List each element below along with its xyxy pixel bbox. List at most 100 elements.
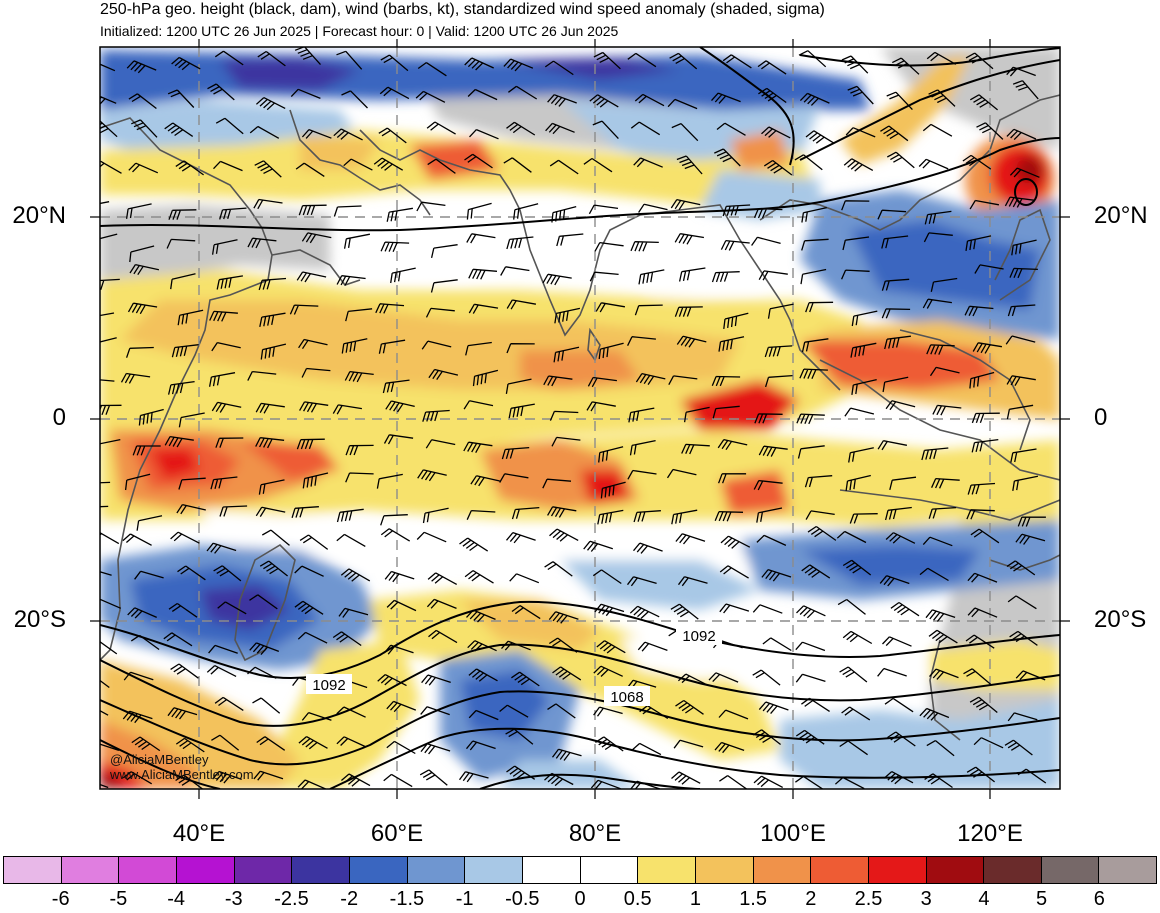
lat-label-20n-right: 20°N	[1094, 202, 1148, 229]
wind-barb	[711, 375, 741, 387]
wind-barb	[255, 437, 285, 449]
wind-barb	[100, 783, 109, 789]
wind-barb	[681, 443, 710, 455]
wind-barb	[969, 696, 998, 714]
wind-barb	[629, 439, 656, 456]
wind-barb	[301, 128, 332, 139]
wind-barb	[100, 233, 118, 240]
wind-barb	[587, 376, 617, 388]
wind-barb	[100, 379, 115, 382]
wind-barb	[926, 51, 957, 65]
wind-barb	[974, 264, 1004, 274]
wind-barb	[377, 674, 407, 687]
wind-barb	[973, 737, 1004, 749]
wind-barb	[761, 568, 792, 582]
wind-barb	[333, 128, 363, 141]
colorbar-label: 4	[978, 888, 990, 910]
wind-barb	[711, 271, 740, 283]
wind-barb	[801, 564, 831, 579]
wind-barb	[877, 667, 907, 677]
wind-barb	[924, 210, 952, 225]
contour-labels: 1092 1092 1068	[306, 625, 722, 706]
colorbar-swatch	[348, 856, 408, 884]
wind-barb	[889, 476, 917, 491]
wind-barb	[508, 85, 538, 100]
colorbar-swatch	[291, 856, 350, 884]
wind-barb	[247, 666, 277, 679]
wind-barb	[1009, 267, 1038, 279]
wind-barb	[167, 380, 195, 395]
lat-label-0: 0	[52, 404, 66, 431]
wind-barb	[799, 368, 828, 380]
wind-barb	[468, 303, 499, 314]
wind-barb	[549, 410, 579, 421]
positive-anomaly-red	[150, 448, 200, 480]
wind-barb	[100, 598, 122, 609]
wind-barb	[881, 308, 911, 319]
wind-barb	[841, 269, 870, 280]
wind-barb	[257, 50, 286, 67]
gray-region	[100, 205, 330, 280]
wind-barb	[667, 98, 698, 110]
wind-barb	[761, 126, 791, 139]
wind-barb	[206, 665, 237, 677]
wind-barb	[219, 505, 248, 517]
wind-barb	[421, 340, 452, 350]
wind-barb	[634, 93, 665, 107]
wind-barb	[301, 367, 331, 378]
wind-barb	[881, 278, 910, 291]
wind-barb	[213, 565, 242, 582]
wind-barb	[592, 120, 619, 140]
wind-barb	[966, 509, 995, 520]
wind-barb	[247, 237, 277, 249]
wind-barb	[887, 731, 916, 747]
wind-barb	[796, 605, 826, 619]
wind-barb	[430, 279, 458, 293]
wind-barb	[764, 345, 793, 358]
wind-barb	[129, 263, 160, 276]
wind-barb	[547, 506, 577, 518]
wind-barb	[499, 473, 529, 483]
wind-barb	[753, 207, 783, 219]
negative-anomaly-blue	[100, 100, 360, 150]
wind-barb	[501, 640, 531, 651]
lat-label-0-right: 0	[1094, 404, 1108, 431]
wind-barb	[795, 775, 824, 789]
positive-anomaly-yellow	[370, 590, 780, 760]
wind-barb	[178, 412, 205, 428]
wind-barb	[259, 560, 289, 577]
wind-barb	[807, 525, 837, 541]
wind-barb	[551, 748, 582, 761]
wind-barb	[506, 299, 537, 310]
wind-barb	[836, 530, 867, 544]
colorbar-swatch	[118, 856, 177, 884]
wind-barb	[594, 241, 624, 252]
wind-barb	[379, 86, 410, 100]
negative-anomaly-blue	[560, 560, 760, 610]
wind-barb	[503, 157, 532, 173]
positive-anomaly-red	[410, 140, 500, 180]
contour-label: 1092	[312, 677, 345, 694]
wind-barb	[127, 302, 158, 315]
positive-anomaly-orange	[840, 55, 970, 165]
wind-barb	[804, 475, 833, 488]
wind-barb	[764, 374, 793, 388]
wind-barb	[542, 478, 572, 489]
wind-barb	[503, 58, 534, 72]
wind-barb	[716, 122, 746, 136]
wind-barb	[751, 236, 781, 246]
wind-barb	[122, 771, 153, 785]
wind-barb	[380, 54, 409, 72]
wind-barb	[877, 440, 908, 451]
wind-barb	[708, 672, 739, 683]
wind-barb	[296, 438, 325, 450]
wind-barb	[214, 50, 244, 66]
wind-barb	[757, 60, 787, 75]
wind-barb	[375, 303, 405, 314]
colorbar-swatch	[233, 856, 293, 884]
wind-barb	[513, 203, 539, 220]
wind-barb	[718, 336, 745, 352]
wind-barb	[294, 565, 324, 577]
wind-barb	[626, 576, 657, 587]
